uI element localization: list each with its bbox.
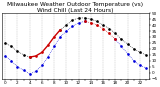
Title: Milwaukee Weather Outdoor Temperature (vs) Wind Chill (Last 24 Hours): Milwaukee Weather Outdoor Temperature (v… bbox=[8, 2, 144, 13]
